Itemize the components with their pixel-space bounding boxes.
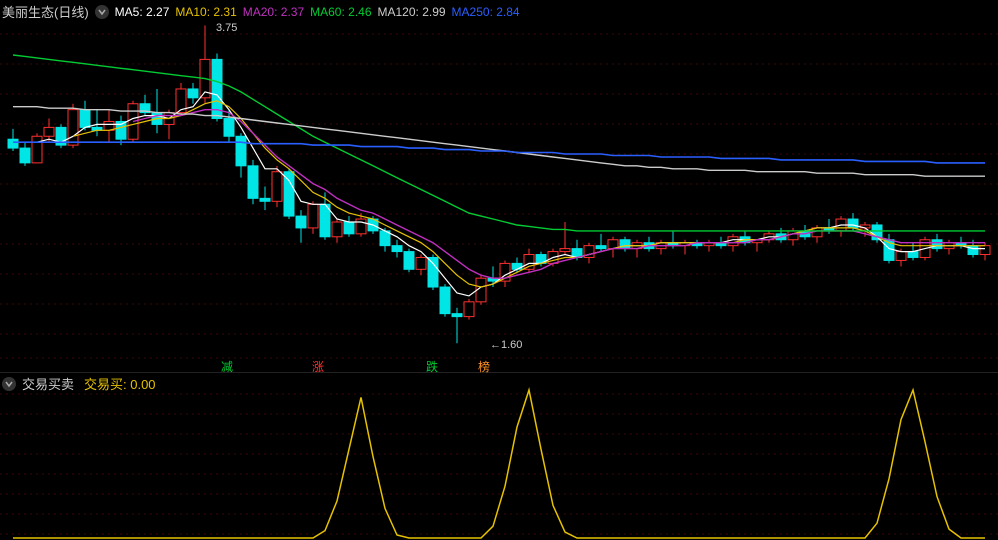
chart-tag: 跌 <box>422 357 442 376</box>
chart-tag: 榜 <box>474 357 494 376</box>
candlestick-chart[interactable] <box>0 0 998 370</box>
chart-tag: 减 <box>217 357 237 376</box>
sub-chart-header: 交易买卖 交易买: 0.00 <box>2 374 156 393</box>
chart-title: 美丽生态(日线) <box>2 2 89 21</box>
ma-legend: MA5: 2.27 MA10: 2.31 MA20: 2.37 MA60: 2.46 M… <box>115 5 526 19</box>
ma-legend-item: MA20: 2.37 <box>243 5 304 19</box>
ma-legend-item: MA250: 2.84 <box>452 5 520 19</box>
sub-chart-title: 交易买卖 <box>22 374 74 393</box>
ma-legend-item: MA120: 2.99 <box>378 5 446 19</box>
ma-legend-item: MA60: 2.46 <box>310 5 371 19</box>
chart-tag: 涨 <box>308 357 328 376</box>
ma-legend-item: MA10: 2.31 <box>175 5 236 19</box>
chevron-down-icon[interactable] <box>95 5 109 19</box>
price-annotation: 3.75 <box>216 22 237 34</box>
main-chart-header: 美丽生态(日线) MA5: 2.27MA10: 2.31MA20: 2.37MA… <box>2 2 526 21</box>
chevron-down-icon[interactable] <box>2 377 16 391</box>
price-annotation: ←1.60 <box>490 339 522 351</box>
indicator-chart[interactable] <box>0 372 998 540</box>
sub-chart-value: 交易买: 0.00 <box>80 374 156 393</box>
ma-legend-item: MA5: 2.27 <box>115 5 170 19</box>
